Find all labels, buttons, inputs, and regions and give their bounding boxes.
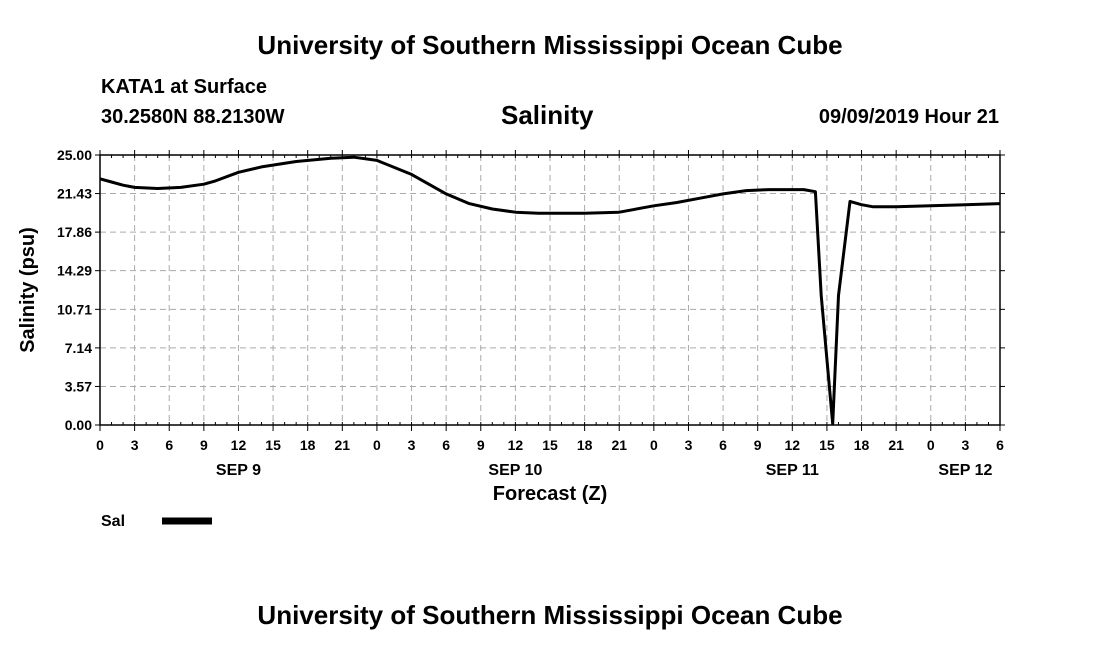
x-tick-label: 21 [888,437,904,453]
x-tick-label: 21 [611,437,627,453]
x-tick-label: 9 [754,437,762,453]
x-tick-label: 15 [819,437,835,453]
chart-title: Salinity [501,100,594,130]
x-tick-label: 15 [542,437,558,453]
x-tick-label: 3 [131,437,139,453]
legend-label-sal: Sal [101,513,125,530]
x-tick-label: 6 [719,437,727,453]
axis-ticks [95,150,1005,431]
x-tick-label: 3 [685,437,693,453]
y-tick-label: 17.86 [57,224,92,240]
x-tick-label: 9 [200,437,208,453]
x-tick-label: 12 [231,437,247,453]
x-date-label: SEP 9 [216,462,261,479]
grid [100,155,1000,425]
x-tick-label: 6 [996,437,1004,453]
x-tick-label: 0 [373,437,381,453]
top-title: University of Southern Mississippi Ocean… [257,30,843,60]
x-tick-label: 21 [335,437,351,453]
x-axis-label: Forecast (Z) [493,483,607,505]
y-tick-label: 3.57 [65,378,92,394]
y-tick-label: 10.71 [57,301,92,317]
y-tick-label: 0.00 [65,417,92,433]
x-tick-label: 6 [165,437,173,453]
x-date-label: SEP 11 [766,462,819,479]
run-time: 09/09/2019 Hour 21 [818,106,999,128]
x-tick-label: 12 [508,437,524,453]
series-line-sal [99,155,1001,426]
y-tick-label: 25.00 [57,147,92,163]
y-tick-label: 14.29 [57,263,92,279]
x-tick-label: 0 [650,437,658,453]
x-tick-label: 0 [927,437,935,453]
x-tick-label: 15 [265,437,281,453]
station-name: KATA1 at Surface [101,76,267,98]
x-tick-label: 18 [854,437,870,453]
x-tick-label: 6 [442,437,450,453]
axis-labels: 0.00 3.57 7.14 10.71 14.29 17.86 21.43 25.00 0 3 6… [57,147,1004,479]
bottom-title: University of Southern Mississippi Ocean… [257,600,843,630]
x-tick-label: 3 [961,437,969,453]
y-tick-label: 21.43 [57,186,92,202]
y-tick-label: 7.14 [65,340,92,356]
x-tick-label: 12 [785,437,801,453]
x-tick-label: 9 [477,437,485,453]
y-axis-label: Salinity (psu) [17,227,39,353]
x-tick-label: 0 [96,437,104,453]
station-coords: 30.2580N 88.2130W [101,106,285,128]
x-date-label: SEP 12 [938,462,992,479]
x-tick-label: 18 [577,437,593,453]
x-tick-label: 18 [300,437,316,453]
x-date-label: SEP 10 [488,462,542,479]
x-tick-label: 3 [408,437,416,453]
